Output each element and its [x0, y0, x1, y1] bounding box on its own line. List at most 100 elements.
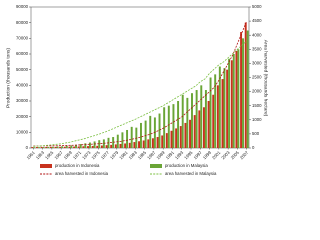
x-tick-label: 2005 [230, 150, 241, 161]
bar [186, 97, 189, 148]
x-tick-label: 1969 [63, 150, 74, 161]
y2-tick-label: 1500 [252, 103, 262, 108]
bar [209, 77, 212, 148]
x-tick-label: 1967 [53, 150, 64, 161]
y-axis-label: Production (thousands tons) [5, 48, 11, 108]
bar [82, 146, 85, 148]
bar [170, 130, 173, 148]
bar [226, 69, 229, 148]
bar [87, 146, 89, 148]
bar [128, 142, 131, 148]
y2-tick-label: 2500 [252, 75, 262, 80]
bar [163, 107, 166, 148]
bar [189, 119, 192, 148]
x-tick-label: 1999 [202, 150, 213, 161]
bar [158, 113, 161, 148]
bar [204, 90, 207, 148]
bar [193, 115, 196, 148]
bar [230, 60, 233, 149]
x-tick-label: 1991 [165, 150, 176, 161]
legend-swatch [40, 164, 52, 168]
bar [88, 142, 91, 148]
bar [244, 22, 247, 149]
y-tick-label: 40000 [16, 82, 29, 87]
bar [56, 146, 59, 148]
bar [70, 145, 73, 148]
bar [112, 137, 115, 148]
bar [235, 50, 238, 148]
bar [161, 135, 164, 148]
bar [191, 93, 193, 148]
bar [65, 145, 68, 148]
bar [37, 147, 40, 148]
y2-tick-label: 3500 [252, 46, 262, 51]
y2-tick-label: 500 [252, 131, 260, 136]
bar [73, 146, 76, 148]
bar [124, 143, 127, 148]
x-tick-label: 2001 [211, 150, 222, 161]
bar [140, 122, 142, 148]
bar [147, 139, 150, 148]
legend-label: production in Malaysia [165, 163, 208, 168]
bar [167, 105, 170, 148]
bar [93, 141, 96, 148]
bar [68, 146, 71, 148]
line [33, 20, 248, 147]
bar [240, 32, 243, 148]
bar [121, 132, 124, 148]
bar [138, 141, 140, 148]
y2-tick-label: 3000 [252, 61, 262, 66]
x-tick-label: 1975 [90, 150, 101, 161]
bar [175, 128, 178, 148]
x-tick-label: 1973 [81, 150, 92, 161]
x-tick-label: 1993 [174, 150, 185, 161]
bar [207, 101, 210, 148]
bar [77, 146, 80, 148]
bar [102, 139, 105, 148]
bar [105, 145, 108, 148]
bar [96, 145, 99, 148]
bar [218, 66, 221, 148]
bar [177, 101, 180, 148]
bar [84, 143, 87, 148]
chart: Production (thousands tons) Area harvest… [5, 4, 269, 177]
bar [184, 122, 187, 148]
x-tick-label: 1997 [193, 150, 204, 161]
bar [142, 140, 145, 148]
bar [149, 115, 152, 148]
y-tick-label: 70000 [16, 35, 29, 40]
x-tick-label: 1983 [128, 150, 139, 161]
y-tick-label: 10000 [16, 129, 29, 134]
bar [144, 120, 147, 148]
x-tick-label: 1987 [146, 150, 157, 161]
bar [36, 147, 38, 148]
bar [40, 146, 43, 148]
x-tick-label: 1981 [118, 150, 129, 161]
y2-tick-label: 5000 [252, 4, 262, 9]
x-tick-label: 1989 [155, 150, 166, 161]
bar [49, 146, 52, 148]
legend-label: production in Indonesia [55, 163, 100, 168]
bar [51, 146, 54, 148]
y-tick-label: 80000 [16, 20, 29, 25]
y2-tick-label: 2000 [252, 89, 262, 94]
y2-axis-label: Area harvested (thousands hectare) [263, 40, 269, 117]
bar [228, 58, 231, 149]
bar [63, 146, 66, 148]
x-tick-label: 1963 [35, 150, 46, 161]
bar [202, 107, 205, 148]
bar [221, 79, 224, 148]
bar [33, 147, 36, 148]
bar [59, 146, 62, 148]
bar [195, 90, 198, 148]
bar [214, 74, 217, 148]
y-tick-label: 90000 [16, 4, 29, 9]
x-tick-label: 1979 [109, 150, 120, 161]
bar [61, 146, 64, 148]
y-tick-label: 60000 [16, 51, 29, 56]
y2-tick-label: 4000 [252, 32, 262, 37]
bar [42, 147, 45, 148]
bar [223, 68, 226, 148]
bar [172, 104, 175, 148]
bar [31, 147, 34, 148]
